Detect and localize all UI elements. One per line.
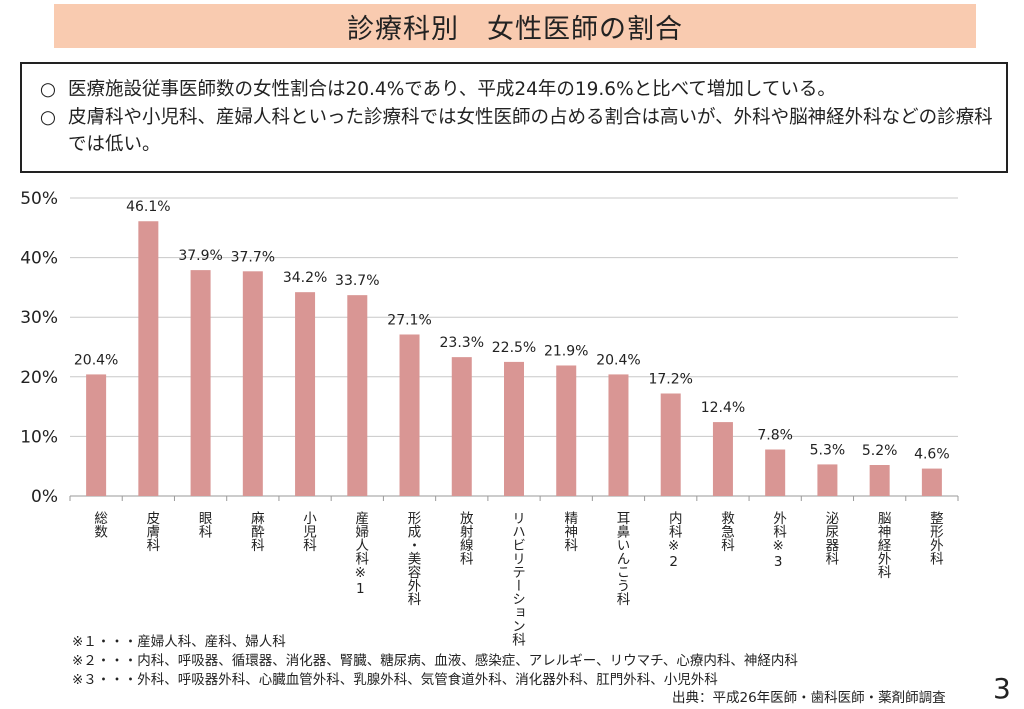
bar [138, 221, 159, 496]
bar [869, 465, 890, 496]
slide-title: 診療科別 女性医師の割合 [347, 13, 683, 45]
y-tick-label: 30% [20, 308, 58, 328]
footnote: ※２・・・内科、呼吸器、循環器、消化器、腎臓、糖尿病、血液、感染症、アレルギー、… [72, 653, 798, 669]
data-label: 12.4% [701, 400, 745, 416]
category-label: 脳神経外科 [874, 511, 891, 579]
bar [451, 357, 472, 496]
data-label: 5.2% [862, 443, 898, 459]
data-label: 7.8% [757, 428, 793, 444]
bar [242, 271, 263, 496]
category-label: 精神科 [561, 511, 578, 552]
summary-bullet: ○ 皮膚科や小児科、産婦人科といった診療科では女性医師の占める割合は高いが、外科… [22, 104, 1006, 158]
page-number: 3 [993, 672, 1011, 705]
y-tick-label: 50% [20, 189, 58, 209]
category-label: 総数 [91, 511, 108, 538]
y-tick-label: 0% [31, 487, 58, 507]
category-label: 整形外科 [926, 511, 943, 565]
bar [504, 361, 524, 496]
data-label: 20.4% [74, 352, 118, 368]
bar [295, 292, 316, 496]
data-label: 5.3% [810, 442, 846, 458]
bar [556, 365, 577, 496]
category-label: 泌尿器科 [822, 511, 839, 565]
category-label: 耳鼻いんこう科 [613, 511, 630, 606]
category-label: リハビリテーション科 [509, 511, 525, 646]
category-label: 小児科 [300, 511, 317, 552]
data-label: 33.7% [335, 273, 379, 289]
source-citation: 出典：平成26年医師・歯科医師・薬剤師調査 [672, 690, 946, 706]
y-tick-label: 40% [20, 249, 58, 269]
bar [660, 393, 681, 496]
slide-title-bar: 診療科別 女性医師の割合 [54, 4, 976, 48]
category-label: 救急科 [717, 511, 734, 552]
footnotes: ※１・・・産婦人科、産科、婦人科 ※２・・・内科、呼吸器、循環器、消化器、腎臓、… [72, 633, 798, 690]
data-label: 46.1% [126, 199, 170, 215]
data-label: 37.9% [178, 248, 222, 264]
category-label: 放射線科 [456, 511, 473, 565]
bar [347, 295, 368, 496]
data-label: 23.3% [440, 335, 484, 351]
bullet-circle-icon: ○ [39, 107, 56, 128]
bar-chart: 0% 10% 20% 30% 40% 50% 20.4% 46.1% 37.9% 37.7% 34.… [20, 189, 959, 507]
bullet-circle-icon: ○ [39, 79, 56, 100]
category-label: 眼科 [195, 511, 212, 538]
y-tick-label: 20% [20, 368, 58, 388]
data-label: 27.1% [387, 312, 431, 328]
footnote: ※１・・・産婦人科、産科、婦人科 [72, 634, 286, 650]
category-label: 形成・美容外科 [404, 511, 421, 606]
bar [765, 449, 786, 496]
data-label: 20.4% [596, 352, 640, 368]
category-label: 皮膚科 [143, 511, 160, 552]
category-label: 麻酔科 [247, 511, 264, 552]
category-label: 外科※3 [770, 511, 787, 570]
bar [190, 270, 211, 496]
bar [712, 422, 733, 496]
bar [608, 374, 629, 496]
data-label: 34.2% [283, 270, 327, 286]
data-label: 4.6% [914, 447, 950, 463]
summary-text: 医療施設従事医師数の女性割合は20.4%であり、平成24年の19.6%と比べて増… [68, 79, 836, 100]
data-label: 17.2% [648, 371, 692, 387]
bar [817, 464, 838, 496]
category-label: 内科※2 [665, 511, 682, 570]
bar [86, 374, 107, 496]
data-label: 21.9% [544, 343, 588, 359]
bar [399, 334, 420, 496]
bar [921, 468, 942, 496]
summary-bullet: ○ 医療施設従事医師数の女性割合は20.4%であり、平成24年の19.6%と比べ… [22, 76, 1006, 103]
category-label: 産婦人科※1 [352, 511, 369, 597]
data-label: 37.7% [231, 249, 275, 265]
footnote: ※３・・・外科、呼吸器外科、心臓血管外科、乳腺外科、気管食道外科、消化器外科、肛… [72, 672, 718, 688]
summary-text: 皮膚科や小児科、産婦人科といった診療科では女性医師の占める割合は高いが、外科や脳… [68, 107, 993, 155]
data-label: 22.5% [492, 340, 536, 356]
y-tick-label: 10% [20, 427, 58, 447]
summary-box: ○ 医療施設従事医師数の女性割合は20.4%であり、平成24年の19.6%と比べ… [20, 62, 1008, 173]
